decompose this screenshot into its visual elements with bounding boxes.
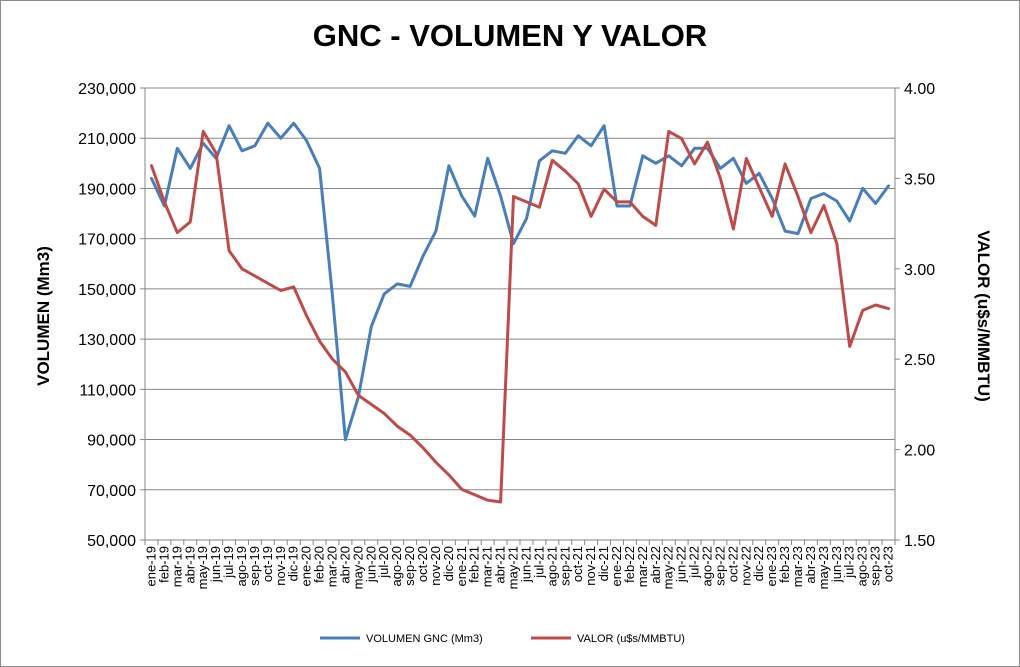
x-tick-label: ene-22	[609, 546, 624, 586]
y-right-tick-label: 1.50	[904, 533, 935, 550]
x-tick-label: mar-19	[169, 546, 184, 587]
x-tick-label: jul-23	[842, 546, 857, 579]
x-tick-label: mar-23	[790, 546, 805, 587]
series-line-valor	[150, 129, 890, 504]
x-tick-label: nov-21	[583, 546, 598, 586]
legend-label-valor: VALOR (u$s/MMBTU)	[577, 633, 685, 645]
x-tick-label: oct-21	[570, 546, 585, 582]
x-tick-label: may-19	[195, 546, 210, 589]
x-tick-label: may-23	[816, 546, 831, 589]
y-left-tick-label: 130,000	[78, 332, 136, 349]
x-tick-label: oct-19	[260, 546, 275, 582]
x-tick-label: ene-23	[764, 546, 779, 586]
y-left-tick-label: 50,000	[87, 533, 136, 550]
x-tick-label: may-21	[506, 546, 521, 589]
series-line-volumen	[150, 121, 890, 442]
x-tick-label: nov-20	[428, 546, 443, 586]
x-tick-label: jun-22	[674, 546, 689, 583]
x-tick-label: abr-21	[493, 546, 508, 584]
x-tick-label: jun-19	[208, 546, 223, 583]
x-tick-label: ago-22	[700, 546, 715, 586]
x-tick-label: mar-20	[325, 546, 340, 587]
y-right-tick-label: 4.00	[904, 81, 935, 98]
x-tick-label: jun-21	[518, 546, 533, 583]
x-tick-label: sep-23	[868, 546, 883, 586]
x-tick-label: nov-19	[273, 546, 288, 586]
x-tick-label: nov-22	[738, 546, 753, 586]
y-left-tick-label: 150,000	[78, 282, 136, 299]
y-right-tick-label: 3.00	[904, 262, 935, 279]
x-tick-label: jul-20	[376, 546, 391, 579]
y-right-tick-label: 2.00	[904, 443, 935, 460]
x-tick-label: ene-21	[454, 546, 469, 586]
x-tick-label: ago-23	[855, 546, 870, 586]
x-tick-label: ago-19	[234, 546, 249, 586]
y-left-tick-label: 230,000	[78, 81, 136, 98]
x-tick-label: may-22	[661, 546, 676, 589]
x-tick-label: abr-19	[182, 546, 197, 584]
x-tick-label: feb-19	[156, 546, 171, 583]
x-tick-label: oct-23	[881, 546, 896, 582]
x-tick-label: sep-20	[402, 546, 417, 586]
x-tick-label: feb-20	[312, 546, 327, 583]
x-tick-label: ene-20	[299, 546, 314, 586]
x-tick-label: jul-22	[687, 546, 702, 579]
y-right-tick-label: 3.50	[904, 171, 935, 188]
x-tick-label: jul-21	[531, 546, 546, 579]
x-tick-label: jul-19	[221, 546, 236, 579]
x-tick-label: abr-23	[803, 546, 818, 584]
chart-title: GNC - VOLUMEN Y VALOR	[312, 18, 708, 53]
y-left-tick-label: 70,000	[87, 483, 136, 500]
x-tick-label: jun-20	[363, 546, 378, 583]
x-tick-label: dic-20	[441, 546, 456, 581]
y-left-tick-label: 110,000	[79, 382, 136, 399]
y-left-tick-label: 90,000	[87, 433, 136, 450]
x-tick-label: ago-21	[544, 546, 559, 586]
x-tick-label: feb-21	[467, 546, 482, 583]
x-tick-label: sep-21	[557, 546, 572, 586]
x-tick-label: feb-23	[777, 546, 792, 583]
x-tick-label: feb-22	[622, 546, 637, 583]
x-tick-label: ago-20	[389, 546, 404, 586]
x-tick-label: oct-20	[415, 546, 430, 582]
x-tick-label: dic-21	[596, 546, 611, 581]
x-tick-label: oct-22	[725, 546, 740, 582]
y-left-tick-label: 170,000	[78, 232, 136, 249]
x-tick-label: sep-22	[712, 546, 727, 586]
y-left-tick-label: 190,000	[78, 181, 136, 198]
x-tick-label: may-20	[350, 546, 365, 589]
x-tick-label: sep-19	[247, 546, 262, 586]
x-tick-label: dic-22	[751, 546, 766, 581]
x-tick-label: jun-23	[829, 546, 844, 583]
x-tick-label: dic-19	[286, 546, 301, 581]
x-tick-label: mar-21	[480, 546, 495, 587]
y-right-tick-label: 2.50	[904, 352, 935, 369]
x-tick-label: ene-19	[143, 546, 158, 586]
legend-label-volumen: VOLUMEN GNC (Mm3)	[366, 633, 483, 645]
x-tick-label: mar-22	[635, 546, 650, 587]
x-tick-label: abr-20	[337, 546, 352, 584]
x-tick-label: abr-22	[648, 546, 663, 584]
y-left-tick-label: 210,000	[78, 131, 136, 148]
